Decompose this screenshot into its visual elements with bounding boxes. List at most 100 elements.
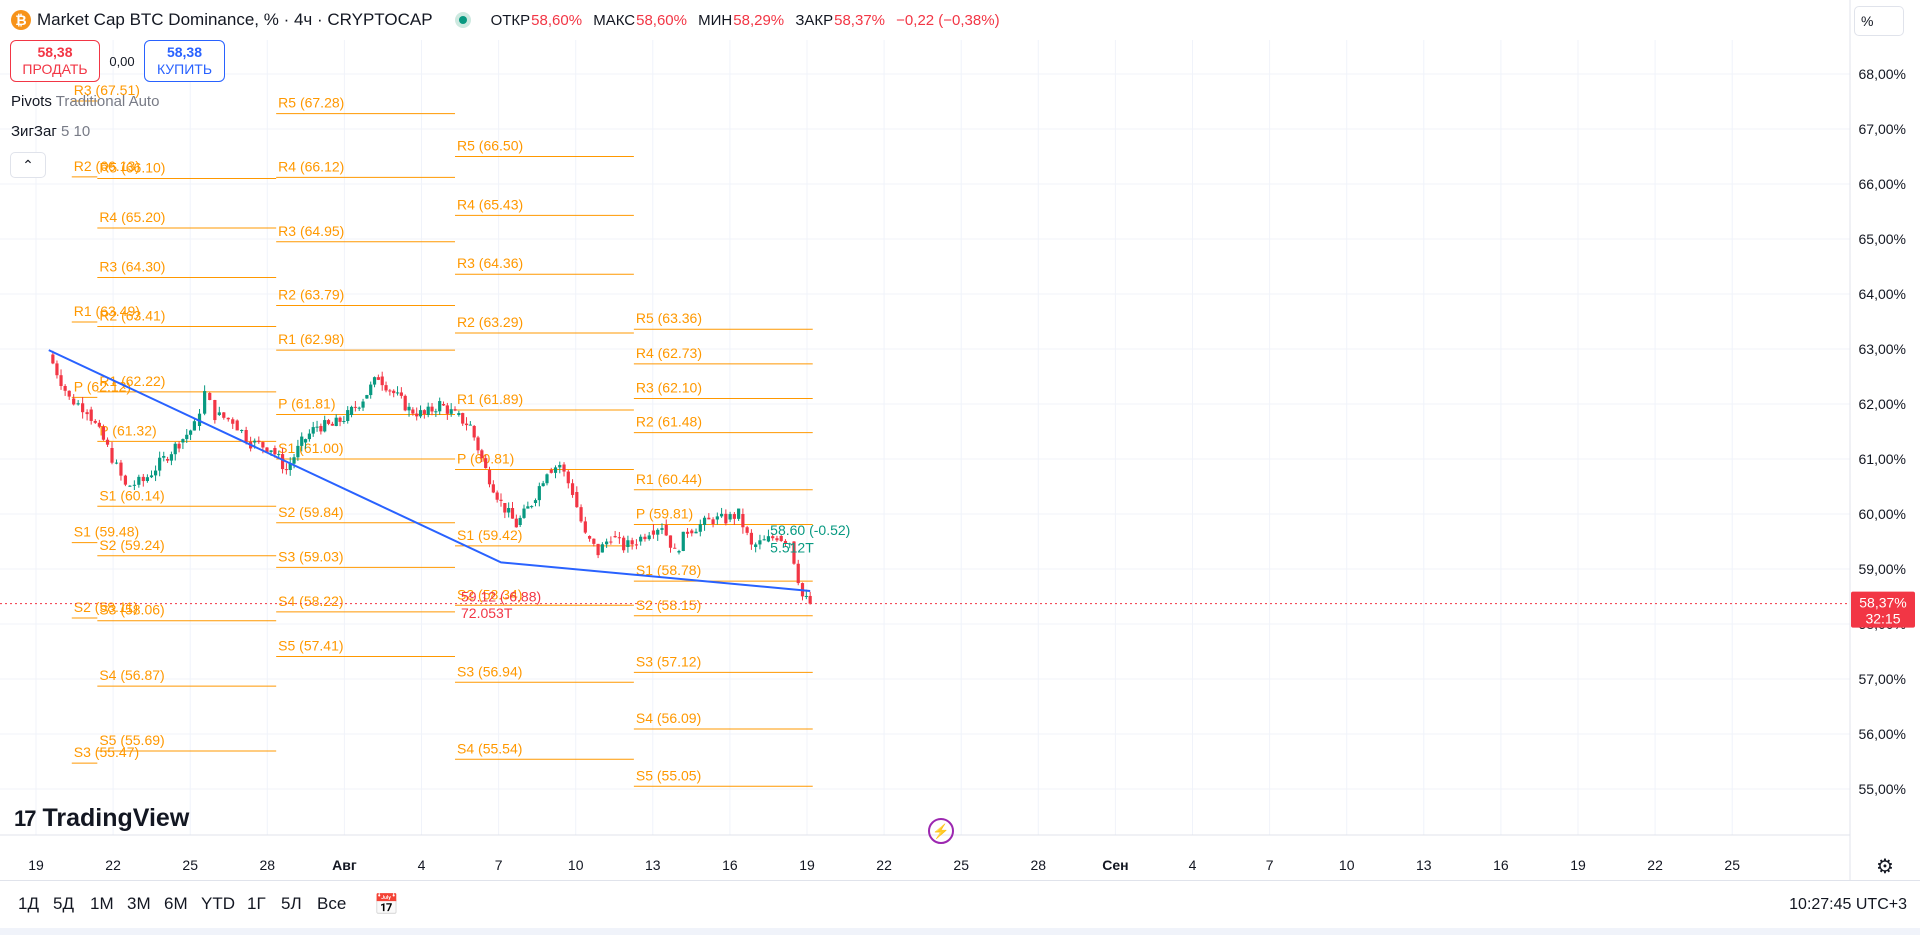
pivot-label: R4 (62.73) xyxy=(636,345,702,361)
pivot-label: P (61.81) xyxy=(278,395,335,411)
candle-body xyxy=(132,484,136,486)
zigzag-label: 59.12 (-6.88) xyxy=(461,588,541,604)
pivot-label: R3 (64.95) xyxy=(278,223,344,239)
candle-body xyxy=(269,450,273,452)
pivot-label: R2 (63.79) xyxy=(278,287,344,303)
sell-button[interactable]: 58,38 ПРОДАТЬ xyxy=(10,40,100,82)
chevron-up-icon: ⌃ xyxy=(22,156,34,173)
candle-body xyxy=(311,427,315,434)
buy-button[interactable]: 58,38 КУПИТЬ xyxy=(144,40,225,82)
ohlc-legend: ОТКР58,60% МАКС58,60% МИН58,29% ЗАКР58,3… xyxy=(491,12,1007,29)
x-tick-label: 4 xyxy=(418,857,426,873)
pivot-label: S2 (59.24) xyxy=(99,537,164,553)
timeframe-5y[interactable]: 5Л xyxy=(281,894,302,913)
candle-body xyxy=(399,392,403,396)
calendar-range-icon[interactable]: 📅 xyxy=(374,894,399,916)
candle-body xyxy=(342,420,346,422)
candle-body xyxy=(407,406,411,411)
candle-body xyxy=(284,469,288,471)
timeframe-3m[interactable]: 3М xyxy=(127,894,151,913)
clock-timezone[interactable]: 10:27:45 UTC+3 xyxy=(1789,896,1907,913)
candle-body xyxy=(476,437,480,451)
candle-body xyxy=(570,483,575,495)
pivot-label: S2 (58.11) xyxy=(74,599,138,615)
candle-body xyxy=(63,385,67,391)
pivot-label: S2 (59.84) xyxy=(278,504,343,520)
candle-body xyxy=(558,464,562,468)
candle-body xyxy=(613,536,617,538)
candle-body xyxy=(553,467,558,473)
pivot-label: S1 (59.48) xyxy=(74,524,139,540)
candle-body xyxy=(583,521,587,533)
tradingview-logo[interactable]: 17 TradingView xyxy=(14,804,189,833)
zigzag-label: 5.512T xyxy=(770,540,814,556)
candle-body xyxy=(600,544,604,553)
candle-body xyxy=(110,448,114,463)
timeframe-1m[interactable]: 1М xyxy=(90,894,114,913)
candle-body xyxy=(592,538,596,544)
candle-body xyxy=(711,519,715,524)
candle-body xyxy=(643,536,647,540)
candle-body xyxy=(346,410,350,421)
pivot-label: S1 (61.00) xyxy=(278,440,343,456)
candle-body xyxy=(626,540,630,547)
candle-body xyxy=(702,517,707,525)
y-tick-label: 61,00% xyxy=(1859,451,1906,467)
candle-body xyxy=(240,429,244,431)
candle-body xyxy=(55,363,59,376)
candle-body xyxy=(162,456,166,458)
pivot-label: R2 (66.13) xyxy=(74,158,140,174)
candle-body xyxy=(445,405,449,414)
timeframe-1y[interactable]: 1Г xyxy=(247,894,266,913)
indicator-zigzag[interactable]: ЗигЗаг 5 10 xyxy=(11,123,90,140)
close-value: 58,37% xyxy=(834,11,885,29)
buy-price: 58,38 xyxy=(166,44,203,60)
candle-body xyxy=(715,516,719,520)
settings-gear-icon[interactable]: ⚙ xyxy=(1876,856,1894,878)
candle-body xyxy=(495,492,499,500)
timeframe-5d[interactable]: 5Д xyxy=(53,894,74,913)
candle-body xyxy=(353,406,357,408)
candle-body xyxy=(491,484,495,493)
scale-mode-button[interactable]: % xyxy=(1854,6,1904,36)
candle-body xyxy=(449,409,453,414)
market-status-icon[interactable] xyxy=(454,12,471,28)
x-tick-label: 13 xyxy=(1416,857,1432,873)
x-tick-label: 13 xyxy=(645,857,661,873)
candle-body xyxy=(59,375,63,386)
x-tick-label: 22 xyxy=(1647,857,1663,873)
x-tick-label: 16 xyxy=(1493,857,1509,873)
tradingview-mark-icon: 17 xyxy=(14,805,37,831)
indicator-pivots[interactable]: Pivots Traditional Auto xyxy=(11,93,159,110)
candle-body xyxy=(685,531,690,534)
candle-body xyxy=(403,395,407,411)
candle-body xyxy=(244,429,248,442)
candle-body xyxy=(384,385,388,391)
candle-body xyxy=(457,413,461,415)
timeframe-all[interactable]: Все xyxy=(317,894,347,913)
y-tick-label: 59,00% xyxy=(1859,561,1906,577)
candle-body xyxy=(338,417,342,422)
last-price-badge xyxy=(1851,591,1915,628)
lightning-icon[interactable]: ⚡ xyxy=(928,818,954,844)
pivot-label: R3 (67.51) xyxy=(74,82,140,98)
price-chart[interactable]: 55,00%56,00%57,00%58,00%59,00%60,00%61,0… xyxy=(0,0,1920,880)
collapse-legend-button[interactable]: ⌃ xyxy=(10,152,46,178)
candle-body xyxy=(153,470,158,476)
low-value: 58,29% xyxy=(733,11,785,29)
symbol-title[interactable]: Market Cap BTC Dominance, % · 4ч · CRYPT… xyxy=(37,10,433,29)
timeframe-6m[interactable]: 6М xyxy=(164,894,188,913)
candle-body xyxy=(575,492,579,508)
timeframe-ytd[interactable]: YTD xyxy=(201,894,235,913)
candle-body xyxy=(89,409,93,421)
timeframe-1d[interactable]: 1Д xyxy=(18,894,39,913)
pivot-label: R1 (60.44) xyxy=(636,471,702,487)
candle-body xyxy=(181,439,185,443)
candle-body xyxy=(277,454,281,456)
open-value: 58,60% xyxy=(531,11,583,29)
candle-body xyxy=(300,436,304,446)
candle-body xyxy=(510,508,515,519)
candle-body xyxy=(480,450,484,459)
candle-body xyxy=(188,430,193,435)
